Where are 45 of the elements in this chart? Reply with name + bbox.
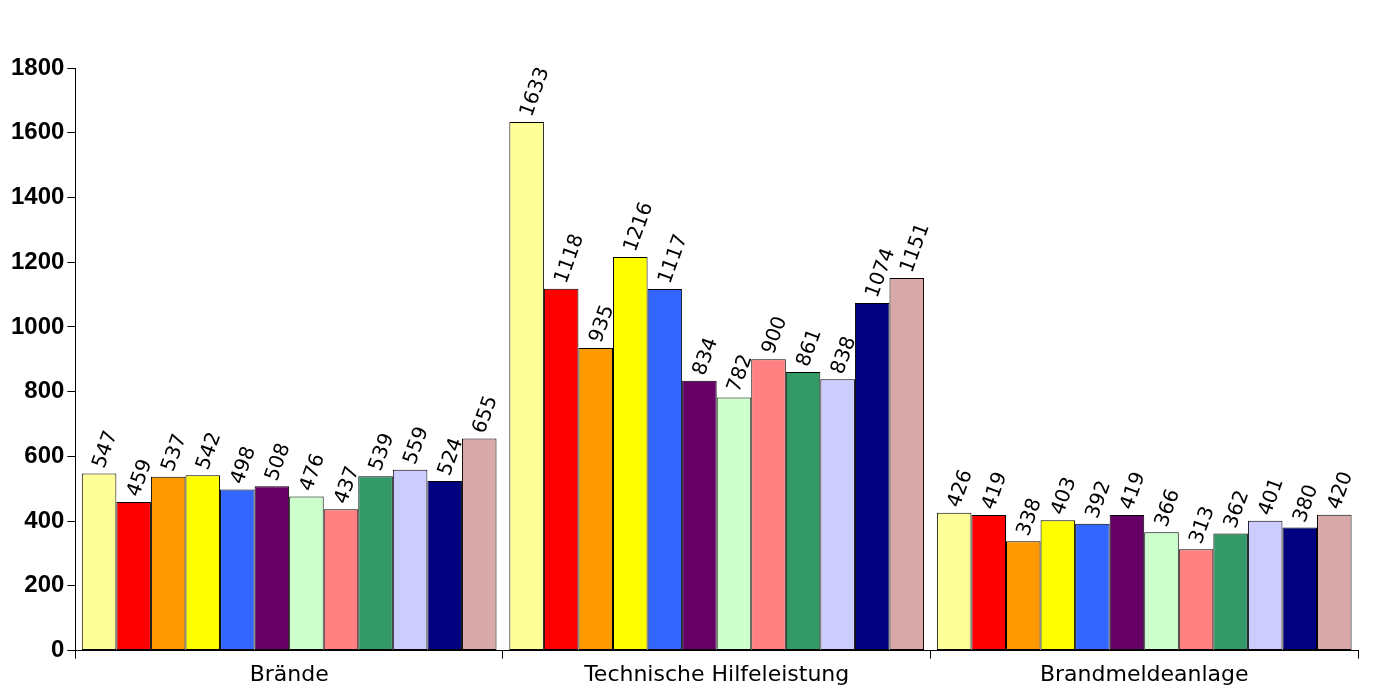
data-label: 313 (1183, 502, 1219, 547)
data-label: 419 (1113, 468, 1150, 513)
x-tick-label: Technische Hilfeleistung (583, 660, 850, 686)
data-label: 426 (941, 466, 977, 511)
y-tick-label: 600 (24, 441, 65, 469)
y-tick-label: 1800 (11, 52, 65, 80)
data-label: 419 (975, 468, 1012, 513)
data-label: 498 (224, 442, 260, 487)
y-tick-label: 1000 (11, 311, 65, 339)
data-label: 508 (258, 439, 295, 484)
data-label: 542 (189, 428, 226, 473)
data-label: 1633 (513, 63, 554, 120)
data-label: 420 (1321, 468, 1357, 513)
data-label: 547 (86, 426, 122, 472)
data-label: 782 (721, 350, 757, 395)
data-label: 1118 (548, 230, 589, 287)
y-tick-label: 1600 (11, 117, 65, 145)
y-tick-label: 1400 (11, 182, 65, 210)
y-tick-label: 1200 (11, 246, 65, 274)
y-tick-label: 800 (24, 376, 65, 404)
data-label: 539 (362, 429, 399, 474)
data-label: 834 (686, 334, 723, 379)
data-label: 655 (466, 391, 502, 437)
data-label: 362 (1217, 486, 1254, 531)
data-label: 524 (431, 434, 468, 479)
data-label: 338 (1010, 494, 1046, 539)
x-tick-label: Brände (249, 660, 329, 686)
data-label: 380 (1286, 481, 1323, 526)
y-tick-label: 0 (51, 635, 65, 663)
x-tick-label: Brandmeldeanlage (1039, 660, 1249, 686)
y-tick-label: 400 (24, 505, 65, 533)
data-label: 559 (397, 423, 433, 468)
data-label: 861 (790, 325, 826, 370)
data-label: 403 (1044, 473, 1081, 518)
data-label: 392 (1079, 477, 1116, 522)
data-label: 401 (1252, 474, 1288, 519)
data-label: 900 (755, 312, 792, 357)
data-label: 366 (1148, 485, 1185, 530)
data-label: 437 (328, 462, 364, 507)
data-label: 537 (155, 430, 191, 475)
data-label: 935 (582, 301, 619, 346)
y-tick-label: 200 (24, 570, 65, 598)
data-label: 476 (293, 449, 330, 495)
data-label: 459 (120, 455, 157, 500)
data-label: 838 (824, 332, 861, 377)
